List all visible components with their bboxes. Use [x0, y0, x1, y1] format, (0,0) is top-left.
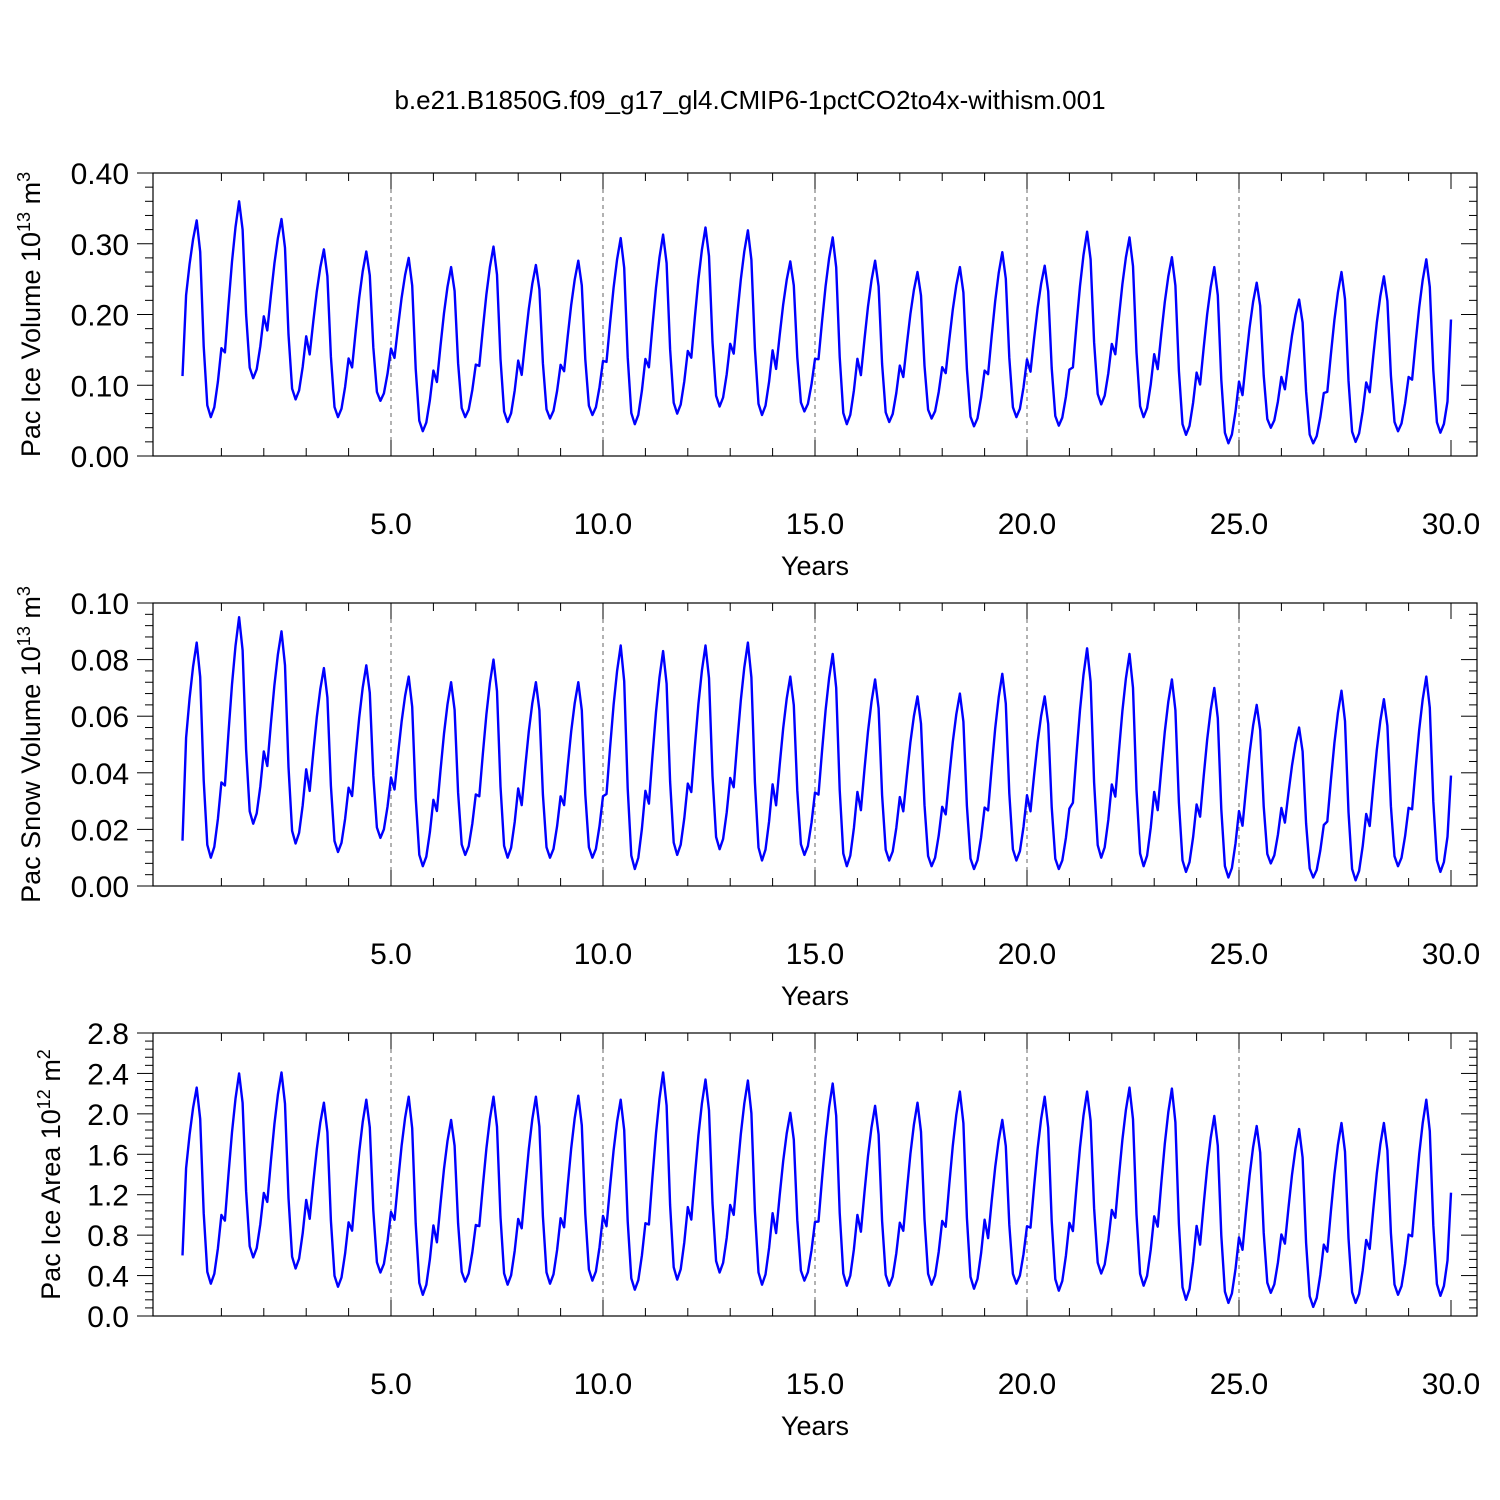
y-axis-label-part: Pac Snow Volume 10 [16, 646, 46, 903]
x-tick-label: 20.0 [998, 508, 1056, 541]
y-axis-label-part: m [16, 596, 46, 626]
panel-3: 5.0 10.0 15.0 20.0 25.0 30.0 0.0 0.4 0.8 1.2 1.6 2.… [34, 1018, 1480, 1441]
y-tick-label: 0.08 [71, 645, 129, 678]
x-tick-label: 25.0 [1210, 1368, 1268, 1401]
panel-2: 5.0 10.0 15.0 20.0 25.0 30.0 0.00 0.02 0.04 0.06 0… [14, 586, 1480, 1011]
y-tick-label: 2.4 [87, 1058, 129, 1091]
x-tick-label: 25.0 [1210, 938, 1268, 971]
x-tick-label: 10.0 [574, 508, 632, 541]
y-tick-label: 0.06 [71, 701, 129, 734]
x-tick-label: 20.0 [998, 938, 1056, 971]
y-tick-label: 2.0 [87, 1099, 129, 1132]
panels: 5.0 10.0 15.0 20.0 25.0 30.00.000.100.200.300… [14, 158, 1480, 1441]
x-tick-label: 5.0 [370, 508, 412, 541]
x-tick-label: 15.0 [786, 508, 844, 541]
panel-1: 5.0 10.0 15.0 20.0 25.0 30.0 0.00 0.10 0.20 0.30 0… [14, 158, 1480, 581]
y-axis-label-superscript: 12 [34, 1089, 54, 1109]
y-tick-label: 0.40 [71, 158, 129, 191]
x-axis-label: Years [781, 551, 849, 581]
x-axis-label: Years [781, 981, 849, 1011]
x-tick-label: 10.0 [574, 938, 632, 971]
figure-title: b.e21.B1850G.f09_g17_gl4.CMIP6-1pctCO2to… [394, 85, 1105, 115]
y-tick-label: 0.00 [71, 441, 129, 474]
y-axis-label-superscript: 13 [14, 626, 34, 646]
series-line [181, 200, 1453, 445]
y-tick-label: 1.2 [87, 1180, 129, 1213]
y-axis-label-part: Pac Ice Area 10 [36, 1109, 66, 1300]
y-tick-label: 0.02 [71, 814, 129, 847]
y-axis-label-superscript: 3 [14, 172, 34, 182]
series-line [181, 1071, 1453, 1309]
y-tick-label: 0.0 [87, 1301, 129, 1334]
series-line [181, 616, 1453, 882]
y-tick-label: 0.8 [87, 1220, 129, 1253]
y-axis-label-part: m [16, 182, 46, 212]
y-axis-label-superscript: 13 [14, 212, 34, 232]
x-tick-label: 5.0 [370, 1368, 412, 1401]
y-axis-label-superscript: 2 [34, 1049, 54, 1059]
x-tick-label: 20.0 [998, 1368, 1056, 1401]
x-tick-label: 15.0 [786, 1368, 844, 1401]
y-axis-label-superscript: 3 [14, 586, 34, 596]
y-axis-label-part: Pac Ice Volume 10 [16, 232, 46, 457]
x-tick-label: 10.0 [574, 1368, 632, 1401]
x-tick-label: 30.0 [1422, 938, 1480, 971]
x-tick-label: 15.0 [786, 938, 844, 971]
x-tick-label: 25.0 [1210, 508, 1268, 541]
y-axis-label-part: m [36, 1059, 66, 1089]
y-axis-label: Pac Ice Volume 1013 m3 [14, 172, 46, 457]
y-tick-label: 0.20 [71, 300, 129, 333]
y-tick-label: 2.8 [87, 1018, 129, 1051]
y-tick-label: 0.00 [71, 871, 129, 904]
y-tick-label: 0.30 [71, 229, 129, 262]
y-tick-label: 0.10 [71, 588, 129, 621]
y-tick-label: 0.10 [71, 370, 129, 403]
y-axis-label: Pac Snow Volume 1013 m3 [14, 586, 46, 903]
y-tick-label: 0.4 [87, 1261, 129, 1294]
x-axis-label: Years [781, 1411, 849, 1441]
x-tick-label: 30.0 [1422, 508, 1480, 541]
x-tick-label: 30.0 [1422, 1368, 1480, 1401]
x-tick-label: 5.0 [370, 938, 412, 971]
y-tick-label: 0.04 [71, 758, 129, 791]
y-tick-label: 1.6 [87, 1139, 129, 1172]
y-axis-label: Pac Ice Area 1012 m2 [34, 1049, 66, 1300]
